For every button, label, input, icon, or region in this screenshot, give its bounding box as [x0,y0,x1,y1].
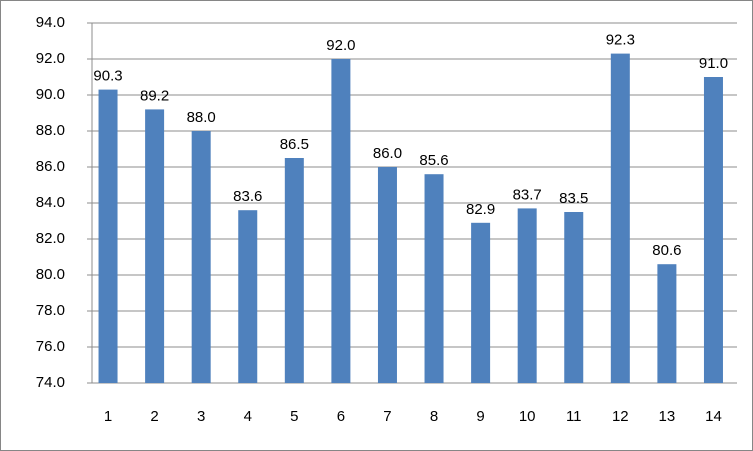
bar [191,131,211,383]
y-tick-label: 92.0 [36,50,65,67]
x-tick-label: 3 [197,408,205,425]
bar [145,109,165,384]
bar [284,158,304,383]
bar [471,222,491,383]
bar [98,89,118,383]
x-tick-label: 14 [705,408,722,425]
value-label: 86.0 [373,145,402,162]
y-tick-label: 88.0 [36,122,65,139]
value-label: 89.2 [140,87,169,104]
x-tick-label: 7 [383,408,391,425]
y-tick-label: 94.0 [36,14,65,31]
value-label: 83.7 [513,186,542,203]
x-tick-label: 8 [430,408,438,425]
x-tick-label: 9 [476,408,484,425]
x-tick-label: 11 [566,408,582,425]
bar [657,264,677,383]
y-tick-label: 84.0 [36,194,65,211]
x-tick-label: 6 [337,408,345,425]
y-tick-label: 78.0 [36,302,65,319]
x-tick-label: 5 [290,408,298,425]
value-label: 88.0 [187,109,216,126]
x-tick-label: 10 [519,408,536,425]
value-label: 92.3 [606,32,635,49]
x-tick-label: 13 [659,408,676,425]
y-tick-label: 90.0 [36,86,65,103]
value-label: 82.9 [466,201,495,218]
bar [703,77,723,383]
y-tick-label: 76.0 [36,338,65,355]
value-label: 80.6 [652,242,681,259]
y-tick-label: 80.0 [36,266,65,283]
bar [331,59,351,383]
value-label: 90.3 [93,68,122,85]
x-tick-label: 1 [104,408,112,425]
bar [610,53,630,383]
x-tick-label: 2 [150,408,158,425]
value-label: 85.6 [419,152,448,169]
x-tick-label: 12 [612,408,629,425]
y-tick-label: 82.0 [36,230,65,247]
y-tick-label: 74.0 [36,374,65,391]
bar [424,174,444,383]
y-tick-label: 86.0 [36,158,65,175]
bar [564,212,584,383]
bar [517,208,537,383]
value-label: 92.0 [326,37,355,54]
value-label: 83.6 [233,188,262,205]
value-label: 86.5 [280,136,309,153]
x-tick-label: 4 [244,408,252,425]
bar [238,210,258,383]
bar [377,167,397,383]
value-label: 83.5 [559,190,588,207]
value-label: 91.0 [699,55,728,72]
